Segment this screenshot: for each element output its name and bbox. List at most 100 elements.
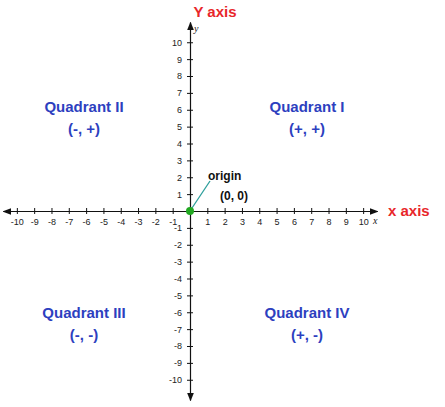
x-tick-mark — [242, 208, 243, 214]
x-tick: -3 — [135, 208, 143, 227]
y-tick-label: 8 — [177, 71, 182, 81]
x-tick-label: 10 — [359, 217, 369, 227]
x-tick-mark — [34, 208, 35, 214]
quadrant-name: Quadrant II — [44, 98, 123, 115]
x-tick-mark — [155, 208, 156, 214]
y-tick-label: -4 — [174, 274, 182, 284]
x-tick-label: 8 — [327, 217, 332, 227]
x-tick-mark — [121, 208, 122, 214]
y-tick-label: 10 — [172, 38, 182, 48]
x-tick-label: 9 — [344, 217, 349, 227]
x-tick: 1 — [205, 208, 210, 227]
y-tick-mark — [187, 295, 193, 296]
y-tick: 2 — [177, 173, 193, 183]
quadrant-signs: (-, +) — [68, 120, 100, 137]
y-tick: 1 — [177, 190, 193, 200]
y-tick-label: -1 — [174, 223, 182, 233]
y-tick: 9 — [177, 55, 193, 65]
x-tick: 9 — [344, 208, 349, 227]
x-axis-letter: x — [372, 215, 378, 226]
x-tick-mark — [363, 208, 364, 214]
y-tick: -4 — [174, 274, 193, 284]
y-tick: 7 — [177, 88, 193, 98]
x-tick-mark — [17, 208, 18, 214]
y-tick-mark — [187, 262, 193, 263]
y-axis-letter: y — [193, 23, 199, 34]
y-tick-label: 5 — [177, 122, 182, 132]
x-tick: -10 — [11, 208, 24, 227]
x-tick-label: 2 — [223, 217, 228, 227]
x-tick: 10 — [359, 208, 369, 227]
y-tick-label: 6 — [177, 105, 182, 115]
x-tick-label: 7 — [309, 217, 314, 227]
y-tick-label: -10 — [169, 375, 182, 385]
y-tick: -5 — [174, 291, 193, 301]
x-tick: 4 — [257, 208, 262, 227]
x-tick-mark — [138, 208, 139, 214]
x-tick: 6 — [292, 208, 297, 227]
x-tick-label: 4 — [257, 217, 262, 227]
x-tick-mark — [86, 208, 87, 214]
x-tick: 2 — [223, 208, 228, 227]
y-tick-mark — [187, 93, 193, 94]
x-tick: 5 — [275, 208, 280, 227]
y-tick-label: 9 — [177, 55, 182, 65]
quadrant-signs: (+, +) — [289, 120, 325, 137]
x-axis-name: x axis — [388, 202, 430, 219]
x-tick: 8 — [327, 208, 332, 227]
origin-coords: (0, 0) — [220, 189, 248, 203]
origin-pointer — [190, 181, 210, 211]
y-tick-mark — [187, 380, 193, 381]
x-tick-mark — [277, 208, 278, 214]
y-tick: -1 — [174, 223, 193, 233]
y-tick: -7 — [174, 325, 193, 335]
y-tick-mark — [187, 194, 193, 195]
y-axis: -10-9-8-7-6-5-4-3-2-112345678910 — [169, 23, 193, 401]
origin-label: origin — [208, 169, 241, 183]
x-tick: -9 — [31, 208, 39, 227]
y-tick: 4 — [177, 139, 193, 149]
y-tick-mark — [187, 245, 193, 246]
x-tick: -6 — [83, 208, 91, 227]
y-tick-mark — [187, 42, 193, 43]
y-tick-mark — [187, 346, 193, 347]
x-tick-mark — [259, 208, 260, 214]
x-tick: 3 — [240, 208, 245, 227]
x-tick: -2 — [152, 208, 160, 227]
y-tick-mark — [187, 76, 193, 77]
x-tick-mark — [51, 208, 52, 214]
y-tick-mark — [187, 127, 193, 128]
y-tick-mark — [187, 312, 193, 313]
x-tick-label: 3 — [240, 217, 245, 227]
x-tick-mark — [311, 208, 312, 214]
x-tick-label: -7 — [65, 217, 73, 227]
x-tick-mark — [69, 208, 70, 214]
y-tick-mark — [187, 228, 193, 229]
x-tick-label: 1 — [205, 217, 210, 227]
y-tick-label: -6 — [174, 308, 182, 318]
x-tick-label: 5 — [275, 217, 280, 227]
x-tick-label: -5 — [100, 217, 108, 227]
x-tick-mark — [207, 208, 208, 214]
y-tick-label: -2 — [174, 240, 182, 250]
y-tick: 5 — [177, 122, 193, 132]
x-tick-mark — [329, 208, 330, 214]
points — [186, 207, 194, 215]
point — [186, 207, 194, 215]
y-tick-label: 4 — [177, 139, 182, 149]
y-tick: -2 — [174, 240, 193, 250]
x-tick-label: -9 — [31, 217, 39, 227]
x-tick-label: -8 — [48, 217, 56, 227]
x-tick-label: -4 — [117, 217, 125, 227]
y-tick: -3 — [174, 257, 193, 267]
x-tick: -4 — [117, 208, 125, 227]
y-tick: 8 — [177, 71, 193, 81]
x-tick-label: -6 — [83, 217, 91, 227]
y-tick-label: 2 — [177, 173, 182, 183]
x-tick-mark — [173, 208, 174, 214]
x-tick-label: -10 — [11, 217, 24, 227]
quadrant-signs: (-, -) — [70, 326, 98, 343]
y-tick-label: -3 — [174, 257, 182, 267]
y-tick-mark — [187, 110, 193, 111]
y-tick-label: -5 — [174, 291, 182, 301]
